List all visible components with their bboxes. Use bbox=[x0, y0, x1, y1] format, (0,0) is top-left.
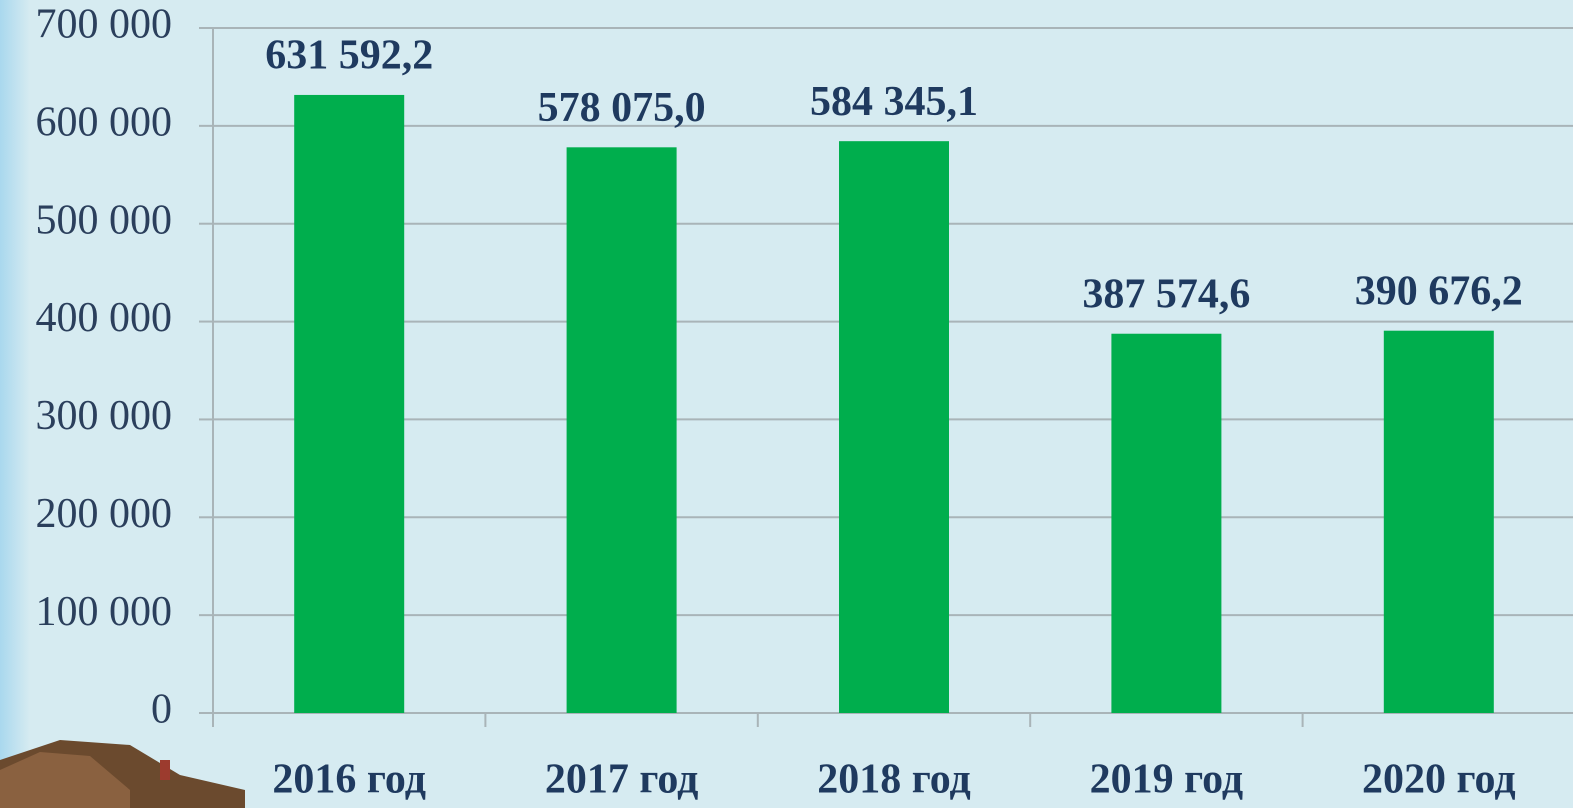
value-label: 578 075,0 bbox=[538, 85, 706, 131]
value-label: 390 676,2 bbox=[1355, 268, 1523, 314]
edge-shade bbox=[0, 0, 30, 808]
x-tick-label: 2018 год bbox=[817, 757, 971, 803]
page: {"chart_data": {"type": "bar", "categori… bbox=[0, 0, 1573, 808]
bar bbox=[1384, 331, 1494, 713]
x-tick-label: 2020 год bbox=[1362, 757, 1516, 803]
value-label: 387 574,6 bbox=[1082, 271, 1250, 317]
bar bbox=[1111, 334, 1221, 713]
bar bbox=[294, 95, 404, 713]
background bbox=[0, 0, 1573, 808]
x-tick-label: 2016 год bbox=[272, 757, 426, 803]
value-label: 584 345,1 bbox=[810, 79, 978, 125]
y-tick-label: 200 000 bbox=[36, 491, 173, 537]
chart: 0 100 000 200 000 300 000 400 000 500 000 600 … bbox=[0, 0, 1573, 808]
value-label: 631 592,2 bbox=[265, 33, 433, 79]
bar bbox=[567, 147, 677, 713]
y-tick-label: 100 000 bbox=[36, 589, 173, 635]
bar bbox=[839, 141, 949, 713]
y-tick-label: 400 000 bbox=[36, 295, 173, 341]
y-tick-label: 700 000 bbox=[36, 2, 173, 48]
x-tick-label: 2017 год bbox=[545, 757, 699, 803]
y-tick-label: 600 000 bbox=[36, 99, 173, 145]
y-tick-label: 500 000 bbox=[36, 197, 173, 243]
y-tick-label: 300 000 bbox=[36, 393, 173, 439]
x-tick-label: 2019 год bbox=[1090, 757, 1244, 803]
y-tick-label: 0 bbox=[151, 687, 172, 733]
